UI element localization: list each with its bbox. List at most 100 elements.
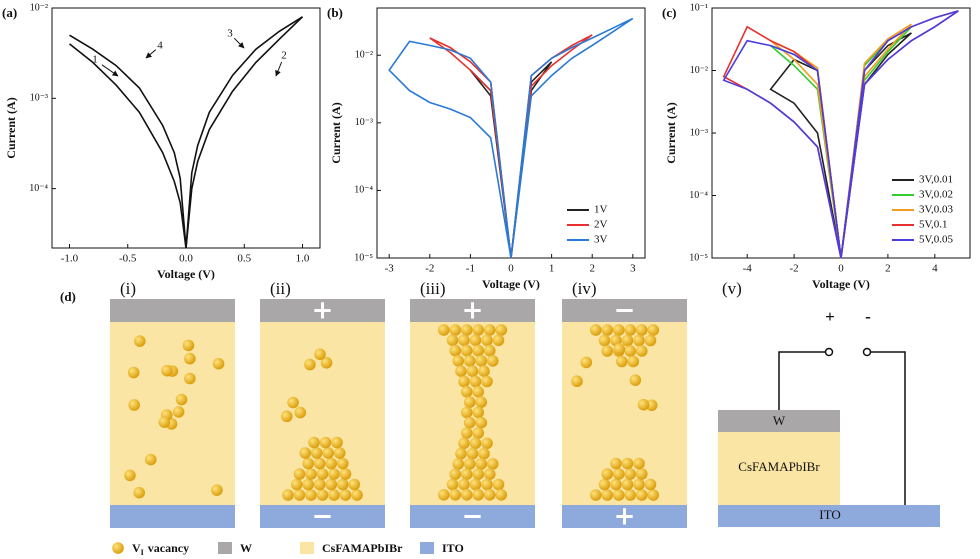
vacancy	[472, 489, 485, 501]
y-axis-title: Current (A)	[664, 102, 678, 163]
vacancy	[314, 348, 326, 361]
annotation-arrow	[233, 37, 245, 49]
vacancy	[184, 372, 196, 385]
vacancy	[455, 447, 467, 460]
vacancy	[144, 453, 157, 466]
vacancy	[615, 355, 628, 368]
vacancy	[460, 386, 473, 398]
legend-label: 5V,0.05	[919, 234, 954, 246]
plot-frame	[51, 7, 321, 249]
terminal	[824, 347, 834, 357]
y-tick-label: 10⁻²	[690, 65, 708, 76]
vacancy	[458, 478, 470, 491]
vacancy	[633, 457, 645, 470]
vacancy	[495, 324, 508, 336]
panel-label: (i)	[120, 279, 136, 298]
vacancy	[302, 478, 315, 491]
polarity: −	[312, 502, 334, 532]
vacancy	[175, 393, 188, 406]
electrode-w	[562, 299, 687, 322]
vacancy	[469, 437, 482, 450]
vacancy	[475, 355, 488, 367]
vacancy	[472, 344, 485, 357]
layer-label: ITO	[819, 507, 840, 522]
polarity: −	[462, 502, 484, 532]
vacancy	[458, 334, 470, 347]
series-line	[770, 23, 912, 259]
vacancy	[469, 334, 482, 347]
vacancy	[613, 343, 626, 355]
annotation: 2	[281, 50, 287, 62]
panel-label: (d)	[60, 289, 76, 304]
perovskite-layer	[718, 432, 840, 505]
vacancy	[290, 478, 303, 491]
vacancy	[336, 478, 349, 491]
vacancy	[460, 489, 473, 501]
electrode-w	[260, 299, 385, 322]
annotation: 3	[227, 28, 233, 40]
vacancy	[481, 478, 493, 491]
x-axis-title: Voltage (V)	[812, 277, 870, 291]
x-tick-label: 1	[549, 263, 555, 275]
vacancy	[472, 386, 485, 398]
vacancy	[647, 489, 660, 501]
vacancy	[483, 324, 496, 336]
x-tick-label: 1.0	[296, 253, 310, 265]
vacancy	[446, 334, 459, 347]
vacancy	[633, 334, 645, 347]
vacancy	[481, 334, 493, 347]
vacancy	[460, 468, 473, 481]
y-axis-title: Current (A)	[4, 97, 18, 158]
vacancy	[580, 356, 593, 369]
panel-label: (c)	[662, 5, 676, 20]
electrode-w	[110, 299, 235, 322]
vacancy	[481, 437, 493, 450]
vacancy	[449, 344, 462, 357]
annotation-arrow	[275, 61, 283, 77]
layer-label: CsFAMAPbIBr	[738, 459, 820, 474]
vacancy	[612, 468, 625, 480]
x-tick-label: -0.5	[119, 253, 137, 265]
vacancy	[637, 398, 650, 411]
legend-text: vacancy	[148, 541, 189, 555]
vacancy	[328, 489, 340, 501]
panel-label: (iv)	[572, 279, 597, 298]
vacancy	[339, 489, 352, 501]
legend-label: CsFAMAPbIBr	[322, 541, 403, 555]
vacancy	[313, 478, 326, 491]
vacancy	[624, 324, 637, 336]
vacancy	[282, 489, 294, 501]
vacancy	[478, 365, 490, 378]
vacancy	[571, 375, 583, 388]
vacancy	[612, 324, 625, 336]
electrode-ito	[562, 505, 687, 528]
vacancy	[644, 334, 657, 347]
vacancy	[128, 399, 140, 411]
x-tick-label: -2	[425, 263, 434, 275]
vacancy	[635, 468, 648, 480]
vacancy	[589, 489, 602, 501]
vacancy	[627, 355, 640, 368]
vacancy	[331, 436, 343, 449]
vacancy	[624, 489, 637, 501]
terminal	[862, 347, 872, 357]
y-axis-title: Current (A)	[329, 102, 343, 163]
vacancy	[469, 375, 482, 388]
vacancy	[483, 489, 496, 501]
legend-label: 2V	[594, 219, 608, 231]
legend-label: ITO	[442, 541, 464, 555]
vacancy	[598, 478, 611, 491]
vacancy	[483, 344, 496, 357]
vacancy	[601, 345, 614, 357]
vacancy	[280, 410, 293, 423]
vacancy	[460, 324, 473, 336]
vacancy	[449, 324, 462, 336]
legend-label: 1V	[594, 204, 608, 216]
vacancy	[316, 468, 329, 480]
x-tick-label: -1.0	[61, 253, 79, 265]
annotation: 4	[157, 40, 163, 52]
vacancy	[304, 358, 316, 371]
vacancy	[621, 478, 634, 491]
vacancy	[472, 468, 485, 481]
perovskite-layer	[410, 322, 535, 505]
